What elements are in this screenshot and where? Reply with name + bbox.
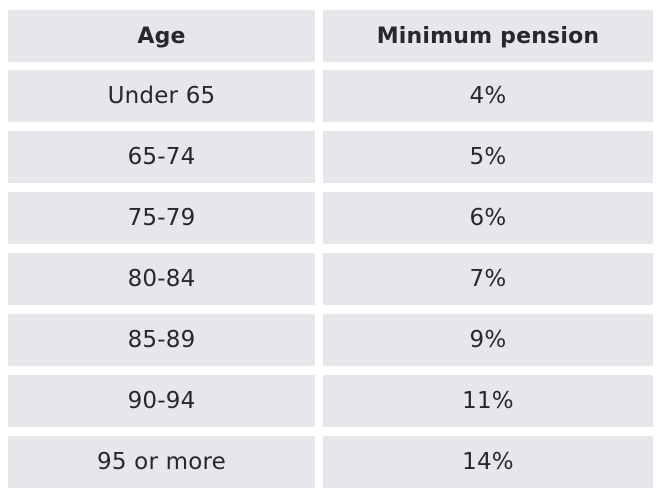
age-cell: 95 or more bbox=[8, 436, 315, 488]
table-row: 75-79 6% bbox=[8, 192, 653, 244]
age-cell: 80-84 bbox=[8, 253, 315, 305]
pension-cell: 9% bbox=[323, 314, 653, 366]
pension-cell: 11% bbox=[323, 375, 653, 427]
table-header-row: Age Minimum pension bbox=[8, 10, 653, 62]
header-minimum-pension: Minimum pension bbox=[323, 10, 653, 62]
age-cell: 75-79 bbox=[8, 192, 315, 244]
table-row: 85-89 9% bbox=[8, 314, 653, 366]
pension-cell: 14% bbox=[323, 436, 653, 488]
pension-cell: 5% bbox=[323, 131, 653, 183]
age-cell: 65-74 bbox=[8, 131, 315, 183]
age-cell: 90-94 bbox=[8, 375, 315, 427]
pension-cell: 4% bbox=[323, 70, 653, 122]
table-row: Under 65 4% bbox=[8, 70, 653, 122]
pension-cell: 6% bbox=[323, 192, 653, 244]
age-cell: Under 65 bbox=[8, 70, 315, 122]
table-row: 90-94 11% bbox=[8, 375, 653, 427]
table-row: 95 or more 14% bbox=[8, 436, 653, 488]
age-cell: 85-89 bbox=[8, 314, 315, 366]
header-age: Age bbox=[8, 10, 315, 62]
table-row: 65-74 5% bbox=[8, 131, 653, 183]
table-row: 80-84 7% bbox=[8, 253, 653, 305]
pension-cell: 7% bbox=[323, 253, 653, 305]
